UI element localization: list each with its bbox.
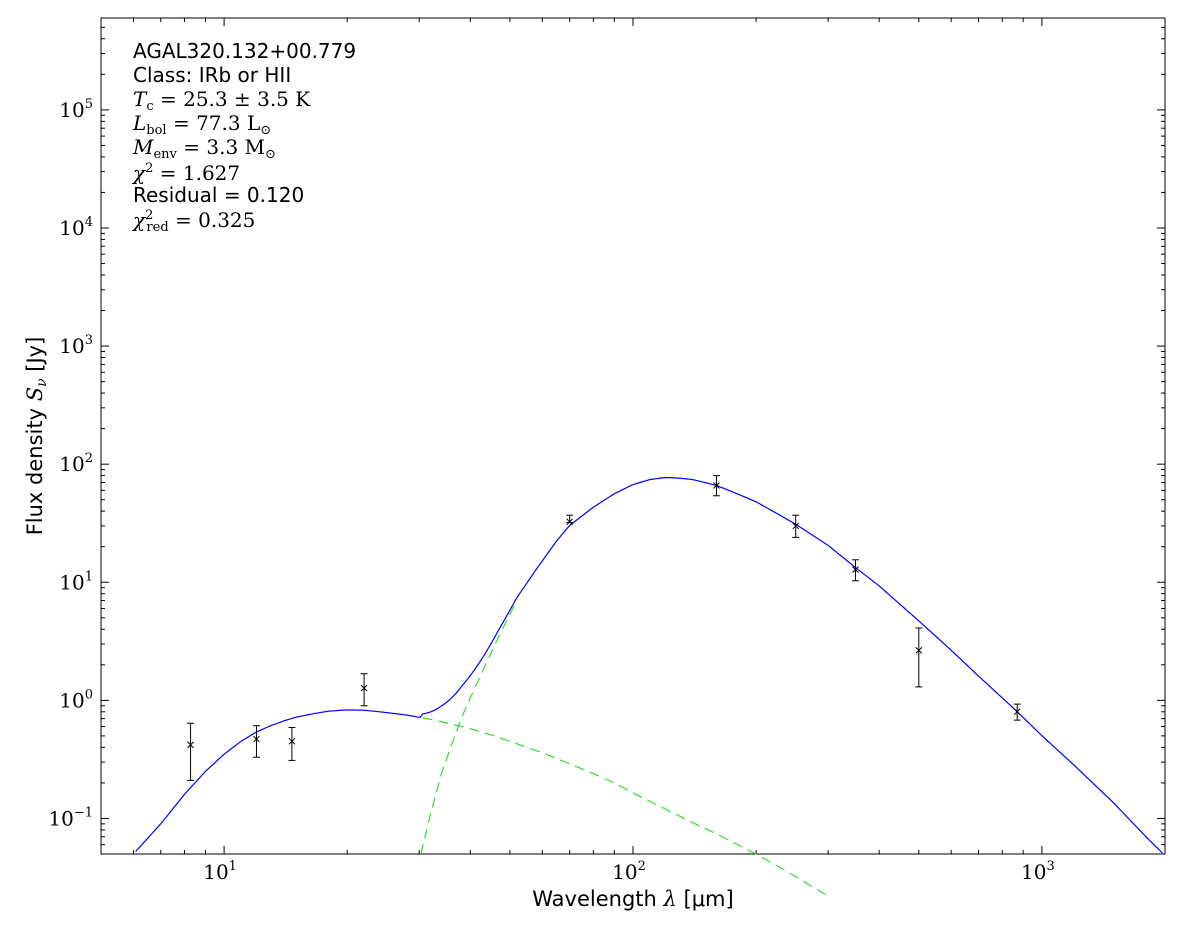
residual-annotation: Residual = 0.120	[133, 183, 304, 207]
data-point	[712, 475, 720, 497]
y-tick-label-base: 10	[59, 688, 84, 712]
y-tick-label-base: 10	[59, 452, 84, 476]
x-tick-label-base: 10	[1021, 860, 1046, 884]
data-point	[566, 514, 574, 526]
y-tick-label-base: 10	[59, 216, 84, 240]
x-axis-label: Wavelength λ [μm]	[532, 887, 733, 911]
x-tick-label-exponent: 1	[229, 859, 237, 874]
y-tick-label: 105	[59, 97, 93, 122]
total-model-curve	[135, 476, 1163, 854]
menv-unit-subscript: ⊙	[265, 147, 276, 162]
tc-value: = 25.3 ± 3.5 K	[154, 87, 312, 111]
x-axis-label-symbol: λ	[663, 887, 677, 911]
model-curves	[135, 476, 1163, 897]
data-point	[288, 726, 296, 761]
data-point	[252, 725, 260, 758]
y-tick-label: 10−1	[48, 805, 93, 830]
point-marker	[187, 741, 194, 749]
y-tick-label: 104	[59, 215, 93, 240]
menv-value: = 3.3 M	[177, 135, 265, 159]
chi2-superscript: 2	[145, 161, 153, 176]
y-tick-label: 103	[59, 333, 93, 358]
tc-symbol: T	[133, 87, 148, 111]
major-ticks	[101, 18, 1165, 854]
tc-annotation: Tc = 25.3 ± 3.5 K	[133, 87, 311, 114]
menv-annotation: Menv = 3.3 M⊙	[132, 135, 276, 162]
y-tick-label-exponent: 5	[85, 97, 93, 112]
data-point	[851, 559, 859, 582]
y-tick-label-base: 10	[59, 98, 84, 122]
y-tick-label-exponent: −1	[74, 805, 93, 820]
y-tick-label-base: 10	[59, 570, 84, 594]
y-axis-label: Flux density Sν [Jy]	[23, 337, 50, 536]
lbol-value: = 77.3 L	[167, 111, 261, 135]
y-tick-label: 102	[59, 451, 93, 476]
point-marker	[288, 737, 296, 745]
y-tick-label: 100	[59, 687, 93, 712]
x-axis-label-unit: [μm]	[677, 887, 734, 911]
chi2-annotation: χ2 = 1.627	[131, 161, 240, 185]
data-point	[792, 514, 800, 538]
point-marker	[852, 566, 859, 573]
x-tick-label-base: 10	[203, 860, 228, 884]
y-tick-label-base: 10	[48, 806, 73, 830]
x-tick-label-exponent: 2	[638, 859, 646, 874]
x-tick-label: 103	[1021, 859, 1055, 884]
menv-subscript: env	[153, 147, 177, 162]
chi2red-symbol: χ	[131, 208, 147, 232]
point-marker	[713, 482, 720, 489]
chi2red-superscript: 2	[145, 208, 153, 223]
source-class: Class: IRb or HII	[133, 63, 291, 87]
y-tick-label-exponent: 2	[85, 451, 93, 466]
lbol-symbol: L	[132, 111, 146, 135]
y-axis-label-symbol: S	[23, 387, 47, 401]
lbol-unit-subscript: ⊙	[260, 123, 271, 138]
chi2red-subscript: red	[146, 220, 168, 235]
x-tick-label: 102	[612, 859, 646, 884]
minor-ticks	[100, 17, 1166, 855]
tc-subscript: c	[146, 99, 153, 114]
point-marker	[792, 522, 800, 530]
point-marker	[253, 735, 260, 743]
y-axis-label-prefix: Flux density	[23, 401, 47, 535]
chi2-symbol: χ	[131, 161, 147, 185]
y-tick-label: 101	[59, 569, 93, 594]
point-marker	[915, 647, 923, 654]
data-point	[1013, 703, 1021, 721]
y-tick-label-exponent: 1	[85, 569, 93, 584]
point-marker	[1013, 708, 1021, 716]
source-name: AGAL320.132+00.779	[133, 39, 356, 63]
point-marker	[360, 684, 368, 692]
cold-component-curve	[420, 600, 518, 855]
data-point	[360, 673, 368, 707]
lbol-annotation: Lbol = 77.3 L⊙	[132, 111, 271, 138]
y-tick-label-base: 10	[59, 334, 84, 358]
y-tick-label-exponent: 4	[85, 215, 93, 230]
data-point	[187, 722, 195, 781]
lbol-subscript: bol	[146, 123, 166, 138]
chi2red-annotation: χ2 red = 0.325	[131, 208, 255, 235]
x-tick-label-exponent: 3	[1046, 859, 1054, 874]
x-axis-label-prefix: Wavelength	[532, 887, 663, 911]
x-tick-label: 101	[203, 859, 237, 884]
point-marker	[566, 518, 574, 526]
y-tick-label-exponent: 0	[85, 687, 93, 702]
x-tick-label-base: 10	[612, 860, 637, 884]
chi2-value: = 1.627	[153, 161, 240, 185]
chi2red-value: = 0.325	[169, 208, 256, 232]
y-tick-label-exponent: 3	[85, 333, 93, 348]
warm-component-curve	[406, 714, 829, 897]
data-points	[187, 475, 1021, 781]
data-point	[915, 627, 923, 688]
y-axis-label-subscript: ν	[34, 378, 50, 387]
menv-symbol: M	[132, 135, 154, 159]
annotation-block: AGAL320.132+00.779 Class: IRb or HII Tc …	[131, 39, 356, 235]
y-axis-label-unit: [Jy]	[23, 337, 47, 379]
